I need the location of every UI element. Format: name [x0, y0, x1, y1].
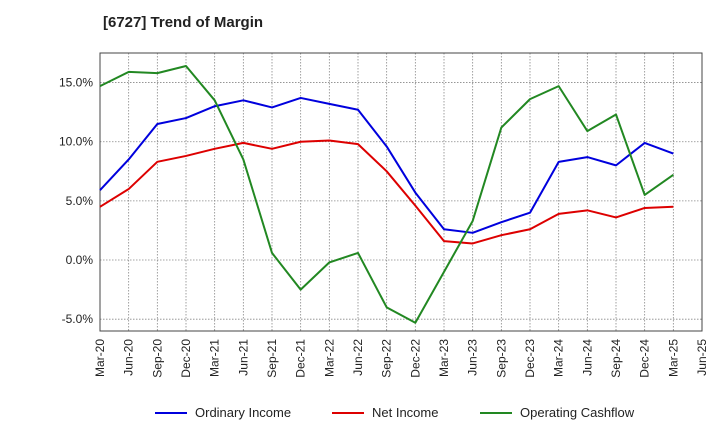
x-tick-label: Mar-25: [666, 339, 680, 377]
x-tick-label: Jun-22: [351, 339, 365, 376]
y-tick-label: 10.0%: [59, 135, 93, 149]
y-tick-label: 5.0%: [66, 194, 94, 208]
chart-legend: Ordinary Income Net Income Operating Cashf…: [0, 405, 720, 425]
x-tick-label: Jun-23: [466, 339, 480, 376]
legend-item: Operating Cashflow: [480, 405, 634, 420]
y-tick-label: 0.0%: [66, 253, 94, 267]
series-line-operating-cashflow: [99, 65, 674, 324]
x-tick-label: Sep-23: [494, 339, 508, 378]
y-tick-label: -5.0%: [62, 312, 94, 326]
x-tick-label: Mar-21: [208, 339, 222, 377]
x-tick-label: Mar-24: [552, 339, 566, 377]
x-tick-label: Mar-20: [93, 339, 107, 377]
x-tick-label: Jun-25: [695, 339, 709, 376]
x-tick-label: Mar-23: [437, 339, 451, 377]
legend-swatch: [332, 411, 364, 414]
chart-title: [6727] Trend of Margin: [103, 14, 264, 31]
x-tick-label: Dec-20: [179, 339, 193, 378]
legend-swatch: [480, 411, 512, 414]
legend-swatch: [155, 411, 187, 414]
x-tick-label: Jun-21: [236, 339, 250, 376]
plot-frame: [99, 52, 703, 332]
x-tick-label: Dec-22: [408, 339, 422, 378]
legend-label: Net Income: [372, 405, 439, 420]
x-tick-label: Sep-24: [609, 339, 623, 378]
legend-label: Operating Cashflow: [520, 405, 635, 420]
x-tick-label: Mar-22: [322, 339, 336, 377]
series-line-net-income: [99, 139, 674, 245]
y-tick-label: 15.0%: [59, 76, 93, 90]
legend-label: Ordinary Income: [195, 405, 292, 420]
x-tick-label: Sep-22: [380, 339, 394, 378]
x-tick-label: Dec-21: [294, 339, 308, 378]
x-tick-label: Jun-24: [580, 339, 594, 376]
legend-item: Ordinary Income: [155, 405, 291, 420]
x-tick-label: Jun-20: [122, 339, 136, 376]
x-tick-label: Sep-21: [265, 339, 279, 378]
legend-item: Net Income: [332, 405, 438, 420]
x-tick-label: Sep-20: [150, 339, 164, 378]
x-tick-label: Dec-24: [638, 339, 652, 378]
x-tick-label: Dec-23: [523, 339, 537, 378]
series-line-ordinary-income: [99, 96, 674, 234]
